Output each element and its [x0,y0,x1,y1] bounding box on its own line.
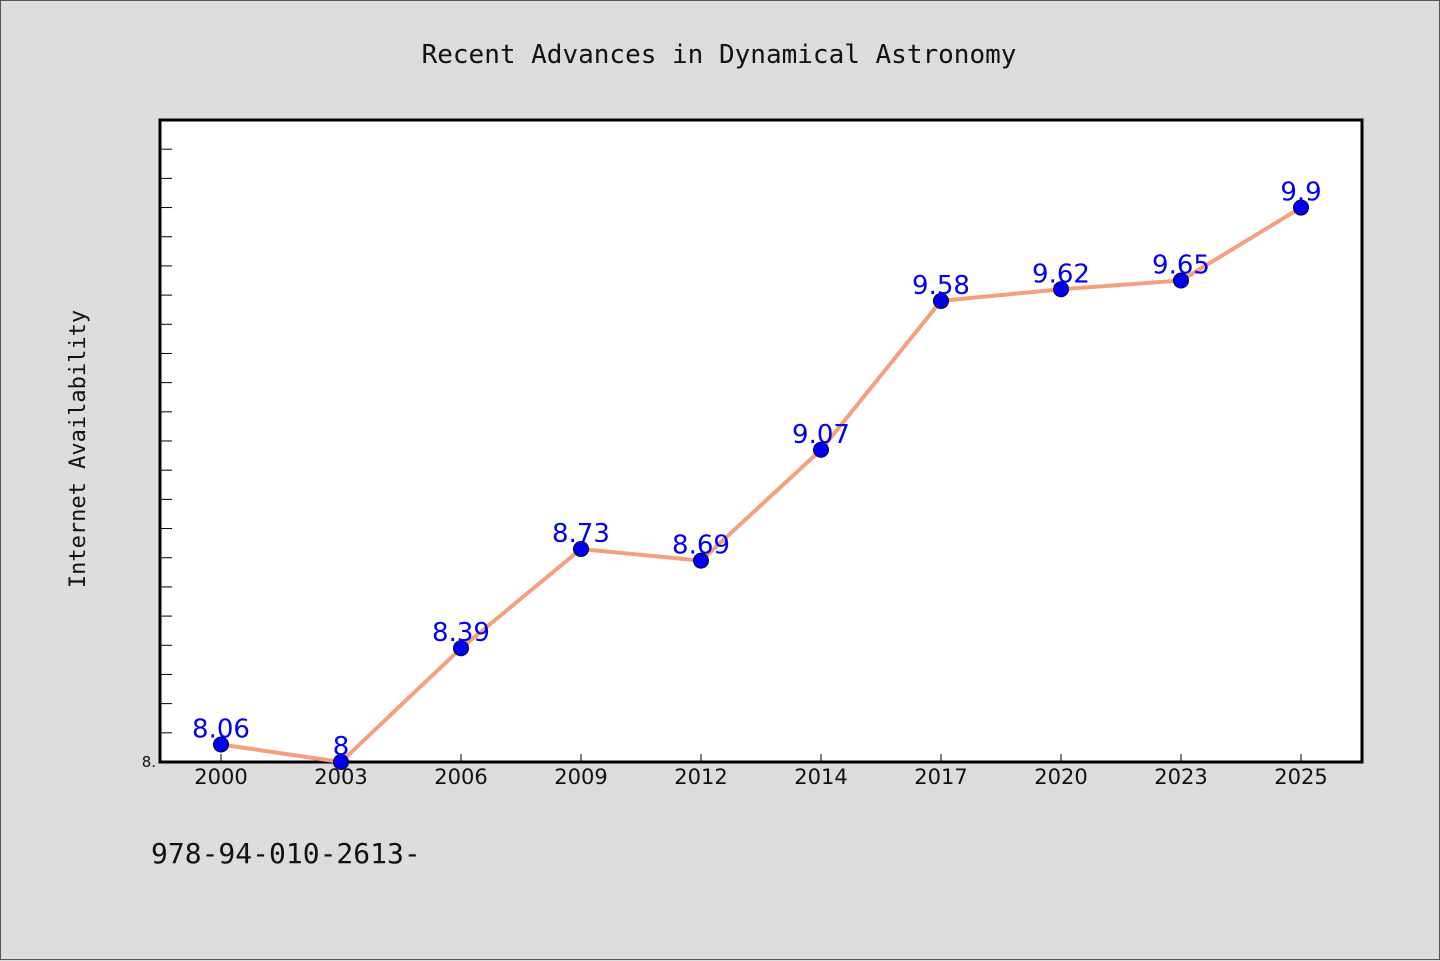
data-point [1293,199,1309,216]
data-label: 9.58 [912,271,970,301]
footer-code: 978-94-010-2613- [151,837,421,870]
data-labels: 8.06 8 8.39 8.73 8.69 9.07 9.58 9.62 9.65 9.9 [192,178,1322,762]
x-tick-label: 2009 [554,765,607,789]
data-markers [213,199,1309,770]
x-tick-label: 2017 [914,765,967,789]
x-tick-label: 2014 [794,765,847,789]
data-label: 8.39 [432,618,490,648]
data-label: 9.9 [1280,178,1321,208]
data-label: 9.62 [1032,259,1090,289]
data-point [933,292,949,309]
data-point [693,552,709,569]
x-tick-label: 2012 [674,765,727,789]
data-point [453,640,469,657]
x-tick-label: 2025 [1274,765,1327,789]
data-point [333,754,349,770]
data-point [1173,272,1189,289]
y-axis-ticks [160,148,172,734]
plot-area [158,118,1364,764]
data-point [813,441,829,458]
y-axis-min-label: 8. [142,753,156,771]
data-label: 8.69 [672,531,730,561]
data-label: 8.73 [552,519,610,549]
data-point [573,540,589,557]
series-line [219,205,1303,764]
y-axis-label: Internet Availability [66,310,91,588]
data-label: 9.65 [1152,251,1210,281]
data-point [213,736,229,753]
x-axis-ticks: 2000 2003 2006 2009 2012 2014 2017 2020 2023 2025 [194,754,1328,789]
x-tick-label: 2023 [1154,765,1207,789]
data-label: 8.06 [192,714,250,744]
data-label: 8 [333,732,350,762]
x-tick-label: 2020 [1034,765,1087,789]
chart-title: Recent Advances in Dynamical Astronomy [422,40,1017,70]
data-point [1053,281,1069,298]
data-label: 9.07 [792,420,850,450]
x-tick-label: 2006 [434,765,487,789]
x-tick-label: 2000 [194,765,247,789]
